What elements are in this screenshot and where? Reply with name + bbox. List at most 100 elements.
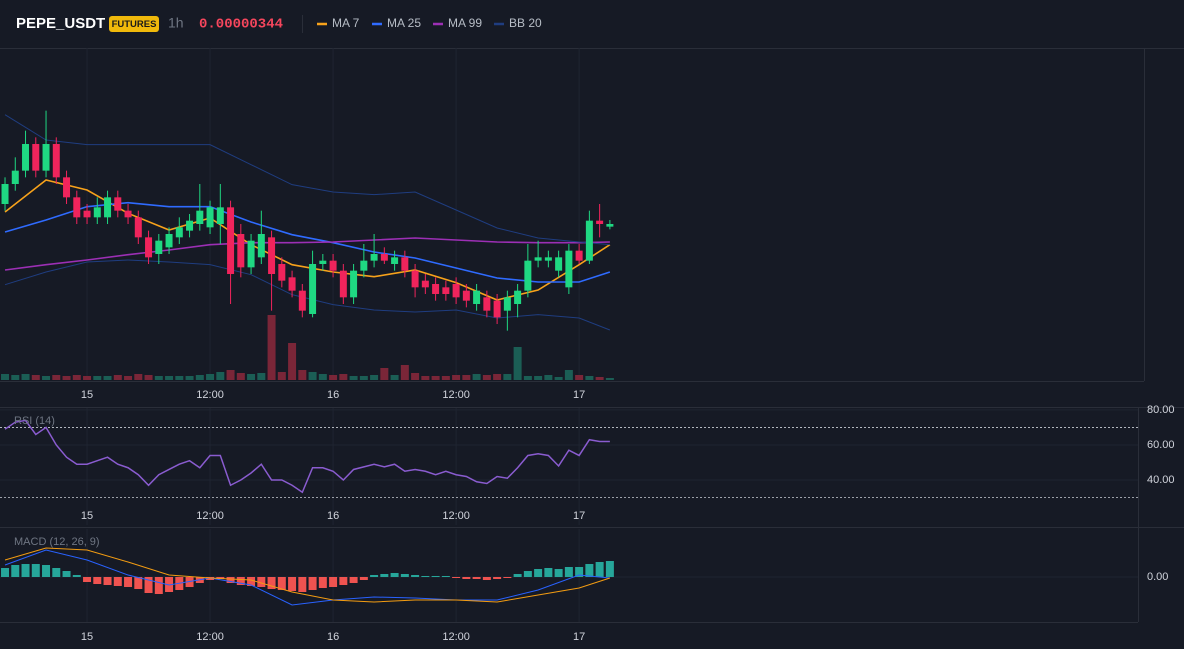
histogram-bar — [52, 568, 61, 577]
histogram-bar — [523, 571, 532, 577]
histogram-bar — [462, 577, 471, 579]
volume-bar — [103, 376, 112, 380]
volume-bar — [124, 376, 133, 380]
volume-bar — [575, 375, 584, 380]
histogram-bar — [380, 574, 389, 577]
candle-body — [309, 264, 317, 314]
volume-bar — [31, 375, 40, 380]
x-tick-label: 16 — [327, 510, 339, 522]
volume-bar — [62, 376, 71, 380]
candle-body — [514, 290, 522, 304]
volume-bar — [544, 375, 553, 380]
volume-bar — [493, 374, 502, 380]
volume-bar — [11, 375, 20, 380]
y-tick-label: 0.00 — [1147, 571, 1168, 583]
candle-body — [585, 220, 593, 261]
histogram-bar — [493, 577, 502, 579]
candle-body — [606, 224, 614, 227]
volume-bar — [318, 374, 327, 380]
candle-body — [216, 207, 224, 224]
volume-bar — [605, 378, 614, 380]
volume-bar — [390, 375, 399, 380]
histogram-bar — [298, 577, 307, 592]
candle-body — [278, 264, 286, 281]
candle-body — [411, 270, 419, 288]
x-tick-label: 17 — [573, 510, 585, 522]
histogram-bar — [288, 577, 297, 591]
histogram-bar — [441, 576, 450, 577]
volume-bar — [72, 375, 81, 380]
histogram-bar — [226, 577, 235, 583]
candle-body — [565, 250, 573, 288]
candle-body — [370, 254, 378, 261]
histogram-bar — [534, 569, 543, 577]
histogram-bar — [452, 577, 461, 578]
volume-bar — [472, 374, 481, 380]
candle-body — [483, 297, 491, 311]
x-tick-label: 12:00 — [196, 389, 224, 401]
rsi-line — [4, 419, 610, 494]
candle-body — [555, 257, 563, 271]
histogram-bar — [11, 565, 20, 577]
candle-body — [145, 237, 153, 258]
histogram-bar — [21, 564, 30, 577]
candle-body — [42, 144, 50, 171]
candle-body — [380, 254, 388, 261]
panel-title: MACD (12, 26, 9) — [14, 536, 100, 548]
candle-body — [155, 240, 163, 254]
volume-bar — [431, 376, 440, 380]
histogram-bar — [400, 574, 409, 577]
volume-bar — [236, 373, 245, 380]
volume-bar — [1, 374, 10, 380]
volume-bar — [165, 376, 174, 380]
candle-body — [503, 297, 511, 311]
histogram-bar — [513, 574, 522, 577]
candle-body — [175, 227, 183, 238]
candle-body — [257, 234, 265, 258]
volume-bar — [462, 375, 471, 380]
candle-body — [206, 207, 214, 228]
histogram-bar — [564, 567, 573, 577]
candle-body — [544, 257, 552, 261]
x-tick-label: 15 — [81, 389, 93, 401]
candle-body — [1, 184, 9, 204]
candle-body — [165, 234, 173, 248]
volume-bar — [288, 343, 297, 380]
volume-bar — [144, 375, 153, 380]
histogram-bar — [411, 575, 420, 577]
candle-body — [360, 260, 368, 271]
candle-body — [268, 237, 276, 274]
histogram-bar — [1, 568, 10, 577]
volume-bar — [564, 370, 573, 380]
histogram-bar — [62, 571, 71, 577]
macd-line — [4, 549, 610, 606]
histogram-bar — [390, 573, 399, 577]
candle-body — [196, 210, 204, 224]
x-tick-label: 16 — [327, 631, 339, 643]
candle-body — [462, 290, 470, 301]
x-tick-label: 15 — [81, 631, 93, 643]
histogram-bar — [575, 567, 584, 577]
volume-bar — [339, 374, 348, 380]
candle-body — [114, 197, 122, 211]
candle-body — [319, 260, 327, 264]
symbol: PEPE_USDT — [16, 15, 105, 32]
volume-bar — [42, 376, 51, 380]
candle-body — [391, 257, 399, 264]
histogram-bar — [329, 577, 338, 587]
interval: 1h — [168, 15, 184, 31]
last-price: 0.00000344 — [199, 17, 283, 33]
candle-body — [247, 240, 255, 268]
volume-bar — [216, 372, 225, 380]
legend-label: MA 25 — [387, 16, 421, 30]
volume-bar — [534, 376, 543, 380]
histogram-bar — [277, 577, 286, 590]
volume-bar — [93, 376, 102, 380]
candle-body — [534, 257, 542, 261]
histogram-bar — [318, 577, 327, 588]
histogram-bar — [267, 577, 276, 589]
volume-bar — [503, 374, 512, 380]
x-tick-label: 12:00 — [442, 631, 470, 643]
candle-body — [432, 284, 440, 294]
volume-bar — [195, 375, 204, 380]
